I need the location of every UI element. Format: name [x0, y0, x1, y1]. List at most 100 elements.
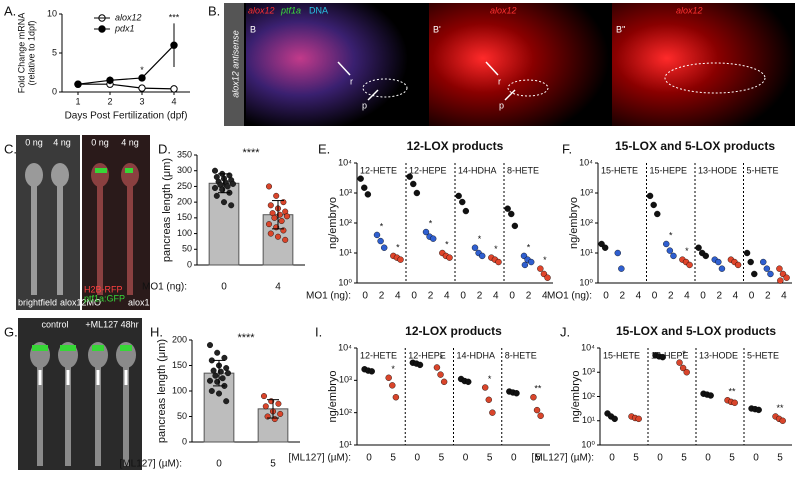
outline — [507, 79, 549, 97]
significance: * — [440, 354, 444, 364]
significance: * — [445, 239, 449, 249]
y-tick-label: 250 — [177, 181, 192, 191]
point — [357, 175, 364, 182]
point — [521, 261, 529, 269]
point — [170, 85, 178, 93]
x-tick-label: 0 — [216, 459, 222, 470]
point — [138, 74, 146, 82]
point — [537, 265, 544, 272]
significance: * — [527, 242, 531, 252]
significance: **** — [237, 332, 255, 344]
point — [273, 192, 280, 199]
significance: * — [669, 230, 673, 240]
point — [755, 406, 762, 414]
significance: * — [396, 242, 400, 252]
point — [212, 372, 219, 379]
y-tick-label: 300 — [177, 165, 192, 175]
significance: * — [391, 364, 395, 374]
group-label: 13-HODE — [698, 165, 737, 175]
point — [364, 191, 372, 198]
panel-label: J. — [560, 324, 570, 339]
y-tick-label: 5 — [52, 47, 57, 57]
panel-label: I. — [315, 324, 322, 339]
y-axis-label: Fold Change mRNA — [16, 13, 26, 94]
point — [751, 270, 758, 278]
x-tick-label: 0 — [366, 453, 372, 464]
arrow-label: r — [350, 76, 353, 86]
point — [471, 244, 479, 251]
x-tick-label: 4 — [493, 291, 499, 302]
y-tick-label: 150 — [177, 212, 192, 222]
x-tick-label: 0 — [460, 291, 466, 302]
point — [437, 371, 444, 378]
point — [663, 240, 670, 248]
y-tick-label: 350 — [177, 149, 192, 159]
y-tick-label: 10³ — [582, 367, 595, 377]
x-tick-label: 5 — [487, 453, 493, 464]
x-tick-label: 0 — [753, 453, 759, 464]
point — [275, 400, 282, 407]
image — [612, 3, 795, 126]
point — [686, 261, 693, 269]
point — [275, 233, 282, 240]
significance: ** — [728, 387, 736, 397]
point — [266, 183, 273, 190]
point — [659, 353, 666, 361]
condition-label: control — [41, 319, 68, 329]
x-tick-label: 0 — [509, 291, 515, 302]
group-label: 15-HEPE — [650, 165, 688, 175]
point — [533, 406, 541, 414]
x-tick-label: 0 — [705, 453, 711, 464]
y-tick-label: 10⁴ — [338, 342, 352, 352]
image-caption: ptf1a:GFP — [84, 293, 125, 303]
x-tick-label: 2 — [107, 96, 112, 106]
significance: * — [685, 246, 689, 256]
point — [508, 210, 515, 218]
y-tick-label: 10² — [582, 391, 595, 401]
point — [214, 349, 221, 356]
point — [433, 364, 441, 371]
y-axis-label: ng/embryo — [568, 197, 580, 249]
point — [734, 261, 742, 269]
arrow-label: r — [498, 76, 501, 86]
x-tick-label: 0 — [603, 291, 609, 302]
point — [221, 354, 228, 361]
x-tick-label: 0 — [463, 453, 469, 464]
point — [462, 207, 470, 215]
group-label: 5-HETE — [747, 350, 779, 360]
channel-label: alox12 — [676, 5, 703, 15]
point — [679, 364, 687, 372]
point — [261, 393, 268, 400]
x-tick-label: 0 — [362, 291, 368, 302]
panel-label: C. — [4, 141, 17, 156]
group-label: 15-HEPE — [651, 350, 689, 360]
x-tick-label: 2 — [716, 291, 722, 302]
significance: **** — [242, 147, 260, 159]
panel-label: B. — [208, 3, 220, 18]
y-tick-label: 100 — [172, 385, 187, 395]
point — [267, 202, 274, 209]
pancreas-signal — [32, 345, 132, 351]
x-tick-label: 0 — [221, 282, 227, 293]
chart-title: 12-LOX products — [405, 324, 502, 338]
point — [422, 228, 430, 236]
significance: * — [494, 244, 498, 254]
x-tick-label: 0 — [609, 453, 615, 464]
point — [650, 201, 657, 209]
y-tick-label: 100 — [177, 228, 192, 238]
y-tick-label: 10¹ — [582, 415, 595, 425]
point — [392, 394, 400, 401]
point — [446, 254, 453, 261]
point — [430, 235, 437, 242]
group-label: 8-HETE — [507, 165, 539, 175]
line — [78, 83, 175, 90]
x-tick-label: 2 — [428, 291, 434, 302]
arrow-label: p — [499, 100, 504, 110]
image — [429, 3, 609, 126]
point — [220, 199, 227, 206]
x-tick-label: 5 — [729, 453, 735, 464]
legend-label: pdx1 — [114, 23, 135, 33]
point — [743, 249, 751, 257]
point — [271, 214, 278, 221]
y-axis-label: ng/embryo — [570, 371, 582, 423]
